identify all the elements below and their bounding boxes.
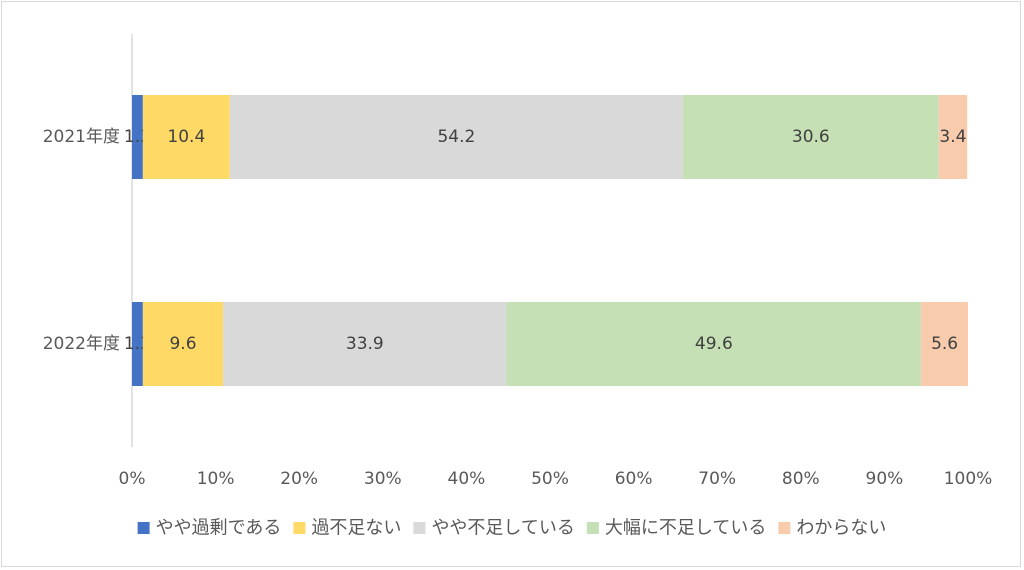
bar-segment: [223, 302, 507, 386]
bar-segment: [682, 95, 939, 179]
category-label: 2022年度: [43, 334, 120, 354]
data-label: 10.4: [167, 127, 205, 147]
legend-swatch: [778, 522, 791, 534]
x-tick-label: 10%: [197, 469, 235, 489]
bar-segment: [142, 302, 224, 386]
data-label: 30.6: [792, 127, 830, 147]
x-tick-label: 0%: [119, 469, 146, 489]
legend-label: 大幅に不足している: [605, 518, 766, 539]
legend-swatch: [293, 522, 306, 534]
legend-label: わからない: [796, 518, 886, 539]
x-tick-label: 30%: [364, 469, 402, 489]
bar-segment: [132, 302, 143, 386]
legend-swatch: [586, 522, 599, 534]
data-label: 49.6: [695, 334, 733, 354]
bar-segment: [506, 302, 922, 386]
bar-segment: [938, 95, 968, 179]
bar-segment: [142, 95, 230, 179]
legend-label: 過不足ない: [311, 518, 401, 539]
legend-label: やや過剰である: [156, 518, 282, 539]
data-label: 3.4: [939, 127, 966, 147]
x-tick-label: 40%: [448, 469, 486, 489]
bar-segment: [229, 95, 683, 179]
data-label: 9.6: [169, 334, 196, 354]
x-tick-label: 20%: [280, 469, 318, 489]
bar-segment: [132, 95, 143, 179]
category-label: 2021年度: [43, 127, 120, 147]
data-label: 54.2: [437, 127, 475, 147]
legend-label: やや不足している: [431, 518, 574, 539]
x-tick-label: 70%: [698, 469, 736, 489]
x-tick-label: 60%: [615, 469, 653, 489]
data-label: 33.9: [346, 334, 384, 354]
legend-swatch: [413, 522, 426, 534]
x-tick-label: 100%: [944, 469, 993, 489]
x-tick-label: 90%: [866, 469, 904, 489]
x-tick-label: 80%: [782, 469, 820, 489]
x-tick-label: 50%: [531, 469, 569, 489]
bar-segment: [921, 302, 968, 386]
legend-swatch: [137, 522, 150, 534]
data-label: 5.6: [931, 334, 958, 354]
